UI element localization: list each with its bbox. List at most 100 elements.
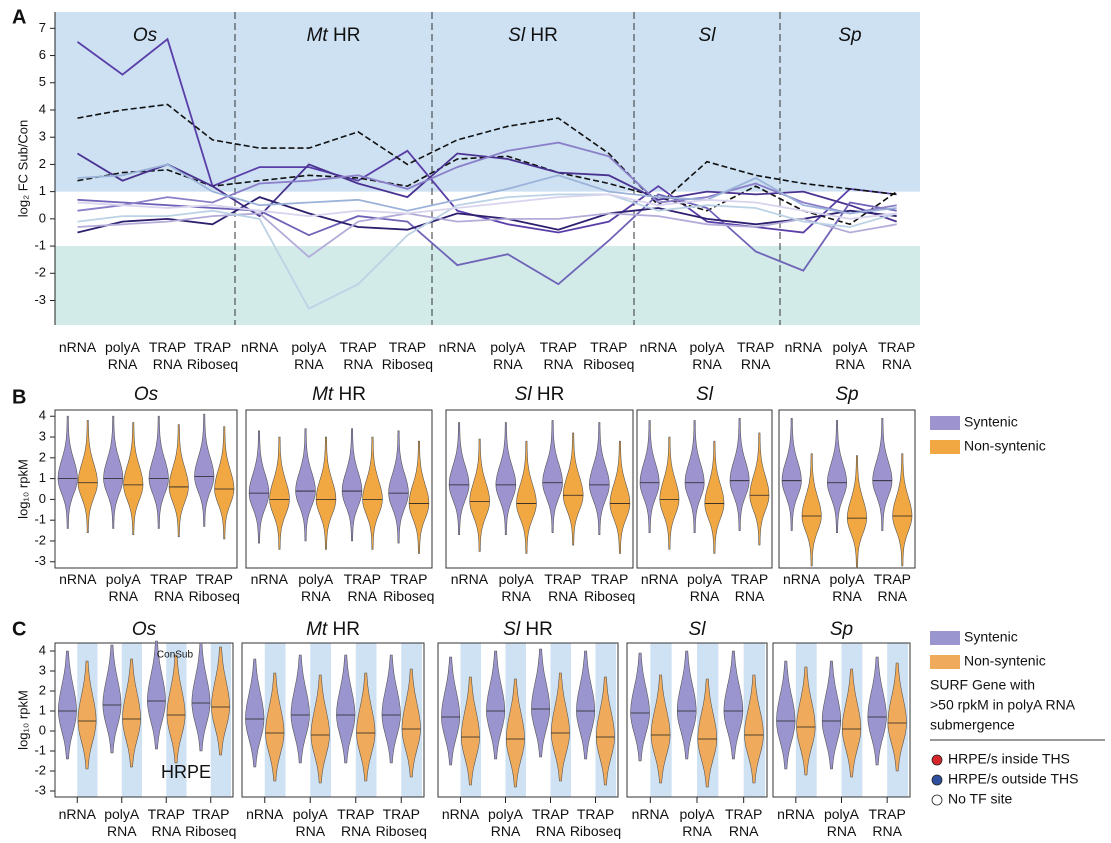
group-title: Sp [838, 25, 861, 46]
violin [77, 660, 97, 770]
y-tick-label: 3 [39, 129, 46, 144]
x-tick-label: TRAP Riboseq [583, 339, 634, 372]
violin [723, 650, 744, 760]
y-tick-label: 4 [39, 642, 46, 657]
x-tick-label: polyA RNA [499, 571, 535, 604]
group-suffix: HR [537, 384, 564, 405]
x-tick-label: polyA RNA [829, 571, 865, 604]
y-tick-label: 2 [39, 449, 46, 464]
y-tick-label: 0 [39, 491, 46, 506]
violin [269, 436, 290, 550]
legend-label: No TF site [948, 791, 1013, 807]
group-suffix: HR [530, 25, 557, 46]
x-tick-label: TRAP RNA [540, 339, 577, 372]
violin [796, 666, 816, 776]
violin [801, 453, 822, 567]
panel-label: A [12, 6, 26, 28]
violin [102, 644, 122, 754]
x-tick-label: nRNA [59, 571, 97, 587]
legend-label: HRPE/s inside THS [948, 751, 1070, 767]
violin [57, 415, 78, 529]
y-tick-label: -3 [34, 553, 46, 568]
series-line [76, 37, 897, 234]
group-title: Mt HR [312, 384, 366, 405]
violin [245, 658, 265, 768]
y-tick-label: -1 [34, 238, 46, 253]
series-line [77, 196, 897, 234]
violin [589, 422, 610, 535]
x-tick-label: nRNA [251, 571, 289, 587]
x-tick-label: nRNA [451, 571, 489, 587]
group-frame [445, 409, 634, 569]
violin [842, 668, 862, 778]
group-title: Sp [830, 619, 853, 640]
group-title: Sl [699, 25, 717, 46]
group-suffix: HR [333, 25, 360, 46]
legend-title: submergence [930, 717, 1015, 733]
group-title: Os [134, 384, 159, 405]
series-line [77, 141, 897, 215]
x-tick-label: TRAP Riboseq [570, 806, 621, 839]
x-tick-label: TRAP Riboseq [376, 806, 427, 839]
violin [441, 656, 461, 766]
y-tick-label: 4 [39, 408, 46, 423]
group-frame [241, 642, 425, 798]
annotation: HRPE [161, 762, 211, 782]
y-tick-label: 6 [39, 47, 46, 62]
violin [867, 656, 887, 766]
group-suffix: HR [525, 619, 552, 640]
x-tick-label: polyA RNA [291, 339, 327, 372]
violin [448, 422, 470, 535]
violin [827, 420, 848, 533]
violin [214, 426, 235, 540]
x-tick-label: TRAP RNA [725, 806, 762, 839]
violin [729, 417, 750, 531]
violin [381, 654, 401, 764]
group-title: Sl HR [515, 384, 565, 405]
series-line [77, 103, 897, 207]
violin [148, 415, 169, 529]
violin [168, 424, 189, 538]
y-tick-label: -3 [34, 292, 46, 307]
violin [495, 422, 517, 535]
y-tick-label: 0 [39, 210, 46, 225]
group-suffix: HR [332, 619, 359, 640]
series-line [77, 193, 897, 310]
group-frame [437, 642, 619, 798]
x-tick-label: nRNA [632, 806, 670, 822]
species: Sp [830, 619, 853, 640]
violin [551, 672, 570, 782]
group-frame [245, 409, 433, 569]
x-tick-label: nRNA [59, 339, 97, 355]
x-tick-label: TRAP RNA [878, 339, 915, 372]
legend-swatch [930, 440, 960, 454]
violin [596, 676, 615, 786]
violin [408, 440, 430, 554]
group-title: Sl [696, 384, 714, 405]
species: Sl [696, 384, 714, 405]
legend-marker [931, 754, 943, 766]
y-axis-label: log₂ FC Sub/Con [15, 120, 30, 218]
x-tick-label: polyA RNA [687, 571, 723, 604]
series-line [77, 193, 897, 220]
violin [531, 648, 551, 758]
x-tick-label: TRAP RNA [149, 339, 186, 372]
violin [103, 415, 124, 529]
violin [887, 662, 907, 772]
group-title: Os [132, 619, 157, 640]
group-title: Sl [689, 619, 707, 640]
y-tick-label: 1 [39, 183, 46, 198]
group-title: Sp [835, 384, 858, 405]
violin [872, 417, 893, 531]
panel-label: B [12, 386, 26, 408]
species: Os [132, 619, 157, 640]
y-tick-label: 3 [39, 428, 46, 443]
violin [776, 660, 796, 770]
x-tick-label: polyA RNA [488, 806, 524, 839]
y-tick-label: 0 [39, 722, 46, 737]
species: Sl [699, 25, 717, 46]
violin [341, 428, 363, 542]
violin [542, 420, 563, 533]
violin [191, 642, 211, 752]
